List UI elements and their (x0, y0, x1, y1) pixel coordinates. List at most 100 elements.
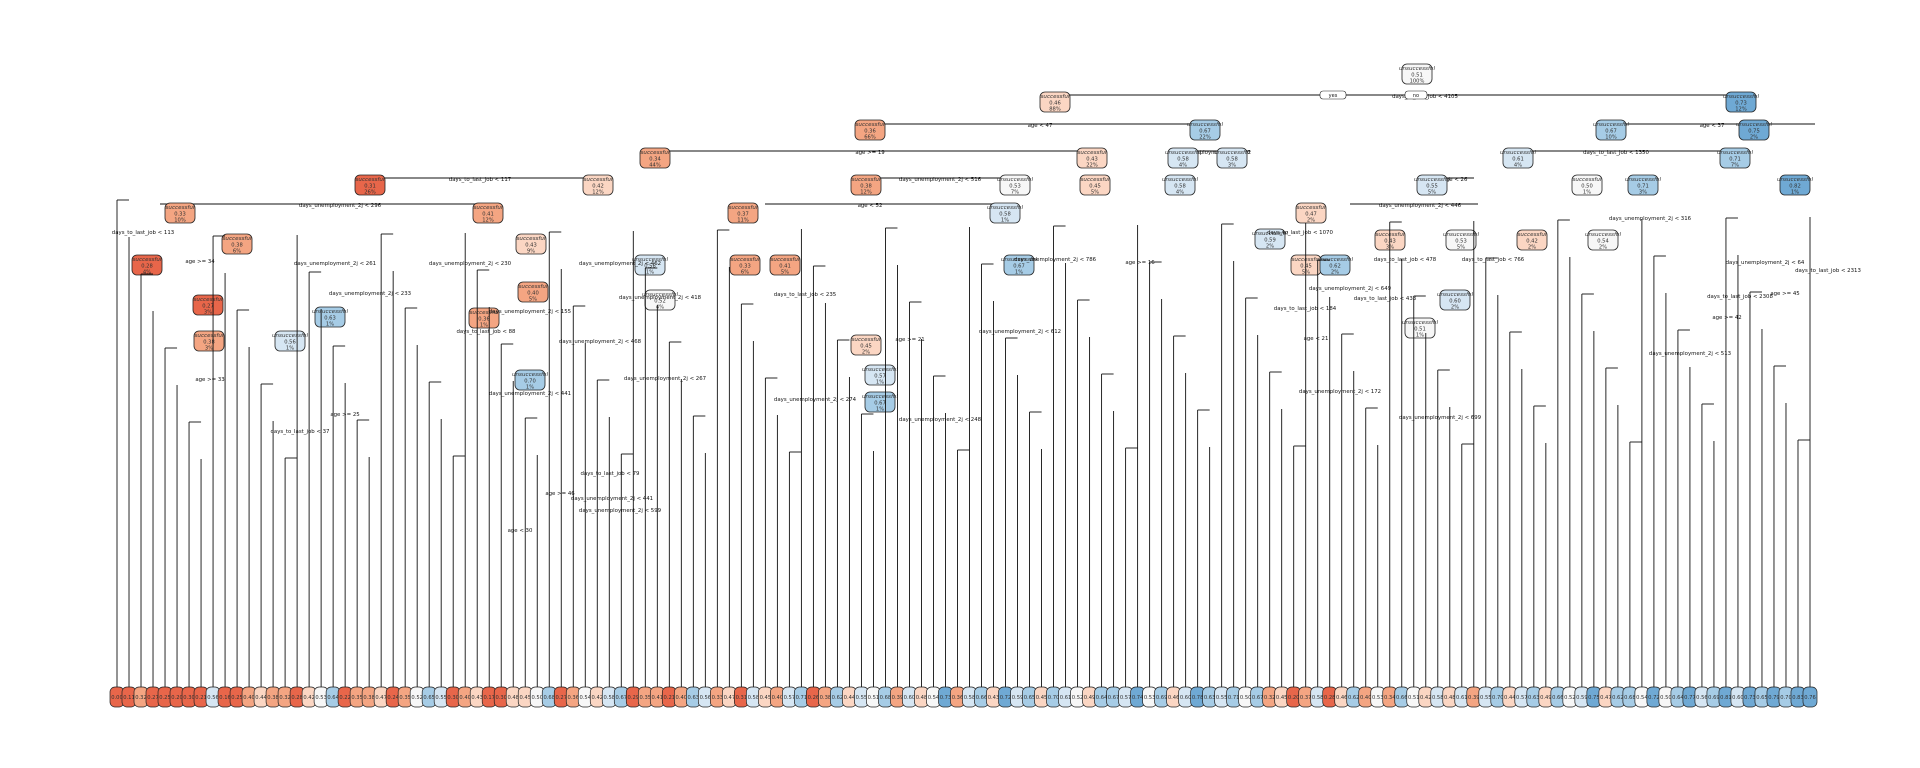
leaf-probability: 0.38 (363, 695, 375, 701)
node-box (193, 330, 225, 352)
leaf-probability: 0.61 (1456, 695, 1468, 701)
node-class-label: successful (194, 297, 223, 303)
node-probability: 0.71 (1637, 184, 1649, 190)
node-percent: 1% (876, 380, 884, 386)
leaf-probability: 0.60 (904, 695, 916, 701)
leaf-probability: 0.39 (892, 695, 904, 701)
leaf-probability: 0.67 (616, 695, 628, 701)
leaf-probability: 0.74 (1132, 695, 1144, 701)
node-box (1416, 174, 1448, 196)
node-probability: 0.42 (592, 184, 604, 190)
leaf-probability: 0.16 (219, 695, 231, 701)
node-class-label: unsuccessful (1437, 292, 1473, 298)
leaf-probability: 0.47 (1600, 695, 1612, 701)
leaf-probability: 0.00 (111, 695, 123, 701)
node-probability: 0.27 (202, 304, 214, 310)
node-percent: 1% (876, 407, 884, 413)
leaf-probability: 0.58 (748, 695, 760, 701)
node-percent: 12% (860, 190, 872, 196)
split-rule-label: days_to_last_job < 478 (1374, 257, 1437, 263)
node-percent: 1% (286, 346, 294, 352)
node-percent: 1% (1791, 190, 1799, 196)
node-box (1079, 174, 1111, 196)
node-class-label: successful (584, 177, 613, 183)
node-box (989, 202, 1021, 224)
split-rule-label: days_unemployment_2j < 468 (559, 339, 642, 345)
node-box (164, 202, 196, 224)
leaf-probability: 0.72 (1000, 695, 1012, 701)
node-percent: 3% (205, 346, 213, 352)
node-percent: 3% (1228, 163, 1236, 169)
node-probability: 0.50 (1581, 184, 1593, 190)
node-class-label: successful (1297, 205, 1326, 211)
leaf-probability: 0.35 (640, 695, 652, 701)
node-percent: 12% (592, 190, 604, 196)
node-box (1295, 202, 1327, 224)
node-percent: 5% (1457, 245, 1465, 251)
leaf-probability: 0.40 (676, 695, 688, 701)
split-rule-label: days_unemployment_2j < 332 (1169, 150, 1251, 156)
leaf-probability: 0.58 (1312, 695, 1324, 701)
node-probability: 0.37 (737, 212, 749, 218)
node-probability: 0.59 (1264, 238, 1276, 244)
node-percent: 6% (233, 249, 241, 255)
leaf-probability: 0.62 (1612, 695, 1624, 701)
node-box (221, 233, 253, 255)
leaf-probability: 0.63 (688, 695, 700, 701)
node-percent: 1% (480, 323, 488, 329)
leaf-probability: 0.40 (1360, 695, 1372, 701)
split-rule-label: age < 21 (1304, 336, 1329, 342)
node-probability: 0.73 (1735, 101, 1747, 107)
leaf-probability: 0.58 (604, 695, 616, 701)
node-class-label: unsuccessful (1165, 150, 1201, 156)
split-rule-label: age >= 45 (1770, 291, 1799, 297)
node-probability: 0.56 (644, 264, 656, 270)
split-rule-label: days_unemployment_2j < 261 (294, 261, 376, 267)
leaf-probability: 0.81 (1720, 695, 1732, 701)
leaf-probability: 0.65 (1024, 695, 1036, 701)
leaf-probability: 0.69 (1708, 695, 1720, 701)
node-probability: 0.43 (1086, 157, 1098, 163)
split-rule-label: days_unemployment_2j < 446 (1379, 203, 1462, 209)
leaf-probability: 0.43 (988, 695, 1000, 701)
split-rule-label: days_unemployment_2j < 172 (1299, 389, 1381, 395)
split-rule-label: age >= 46 (545, 491, 575, 497)
node-class-label: unsuccessful (1187, 122, 1223, 128)
leaf-probability: 0.44 (1504, 695, 1516, 701)
leaf-probability: 0.61 (1060, 695, 1072, 701)
yes-branch-tag (1319, 90, 1347, 100)
split-rule-label: days_unemployment_2j < 64 (1726, 260, 1805, 266)
leaf-probability: 0.41 (652, 695, 664, 701)
leaf-probability: 0.25 (231, 695, 243, 701)
node-percent: 1% (526, 385, 534, 391)
leaf-probability: 0.67 (1108, 695, 1120, 701)
leaf-probability: 0.64 (1672, 695, 1684, 701)
node-class-label: successful (729, 205, 758, 211)
split-rule-label: age < 26 (1443, 177, 1468, 183)
node-class-label: successful (852, 337, 881, 343)
leaf-probability: 0.59 (1576, 695, 1588, 701)
node-box (1571, 174, 1603, 196)
leaf-probability: 0.30 (447, 695, 459, 701)
node-percent: 2% (1266, 244, 1274, 250)
leaf-probability: 0.58 (964, 695, 976, 701)
node-box (1587, 229, 1619, 251)
leaf-probability: 0.79 (1768, 695, 1780, 701)
leaf-probability: 0.49 (1540, 695, 1552, 701)
split-rule-label: days_unemployment_2j < 296 (299, 203, 382, 209)
node-box (727, 202, 759, 224)
split-rule-label: days_to_last_job < 766 (1462, 257, 1525, 263)
node-probability: 0.58 (1174, 184, 1186, 190)
